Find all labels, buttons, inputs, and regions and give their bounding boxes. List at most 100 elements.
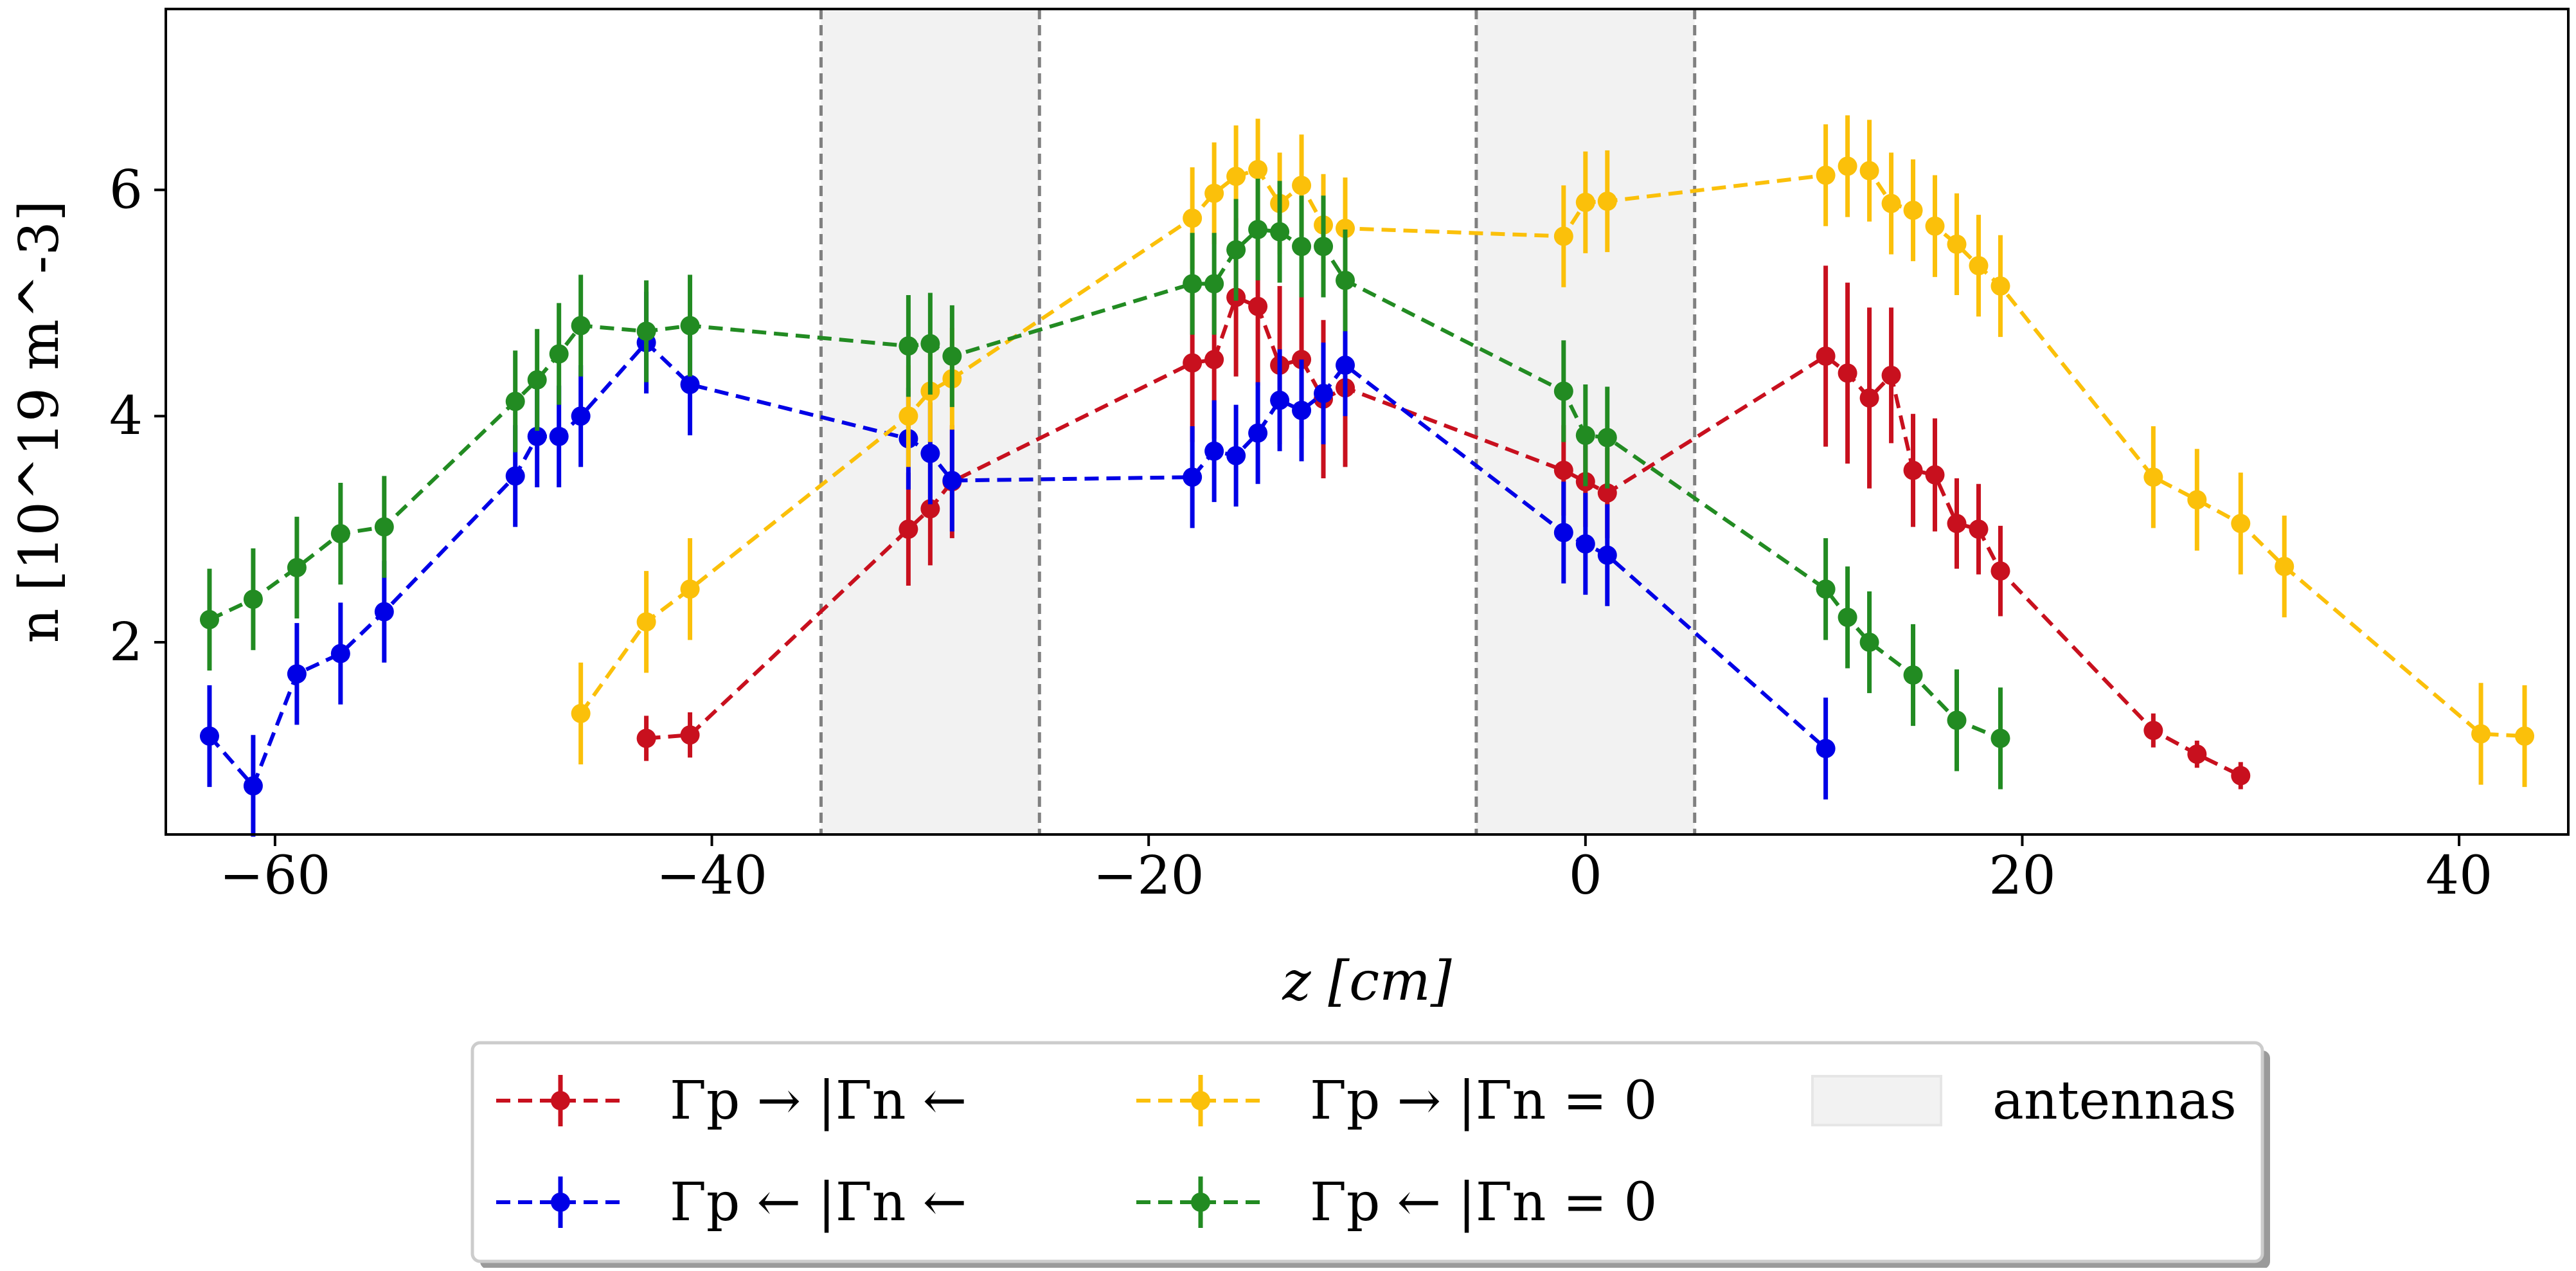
data-point bbox=[920, 334, 940, 354]
y-tick-label: 6 bbox=[109, 159, 143, 221]
data-point bbox=[1226, 240, 1246, 260]
data-point bbox=[1816, 579, 1836, 599]
data-point bbox=[1204, 441, 1224, 461]
x-tick-label: 40 bbox=[2426, 845, 2492, 906]
data-point bbox=[1248, 423, 1268, 443]
data-point bbox=[680, 725, 700, 745]
data-point bbox=[1248, 159, 1268, 179]
x-tick-label: 0 bbox=[1569, 845, 1602, 906]
data-point bbox=[1859, 161, 1879, 181]
series-2 bbox=[199, 291, 1836, 837]
data-point bbox=[330, 644, 350, 663]
data-point bbox=[549, 344, 569, 364]
series-4 bbox=[199, 178, 2010, 789]
data-point bbox=[1553, 381, 1573, 401]
data-point bbox=[571, 406, 591, 426]
data-point bbox=[1838, 363, 1857, 383]
data-point bbox=[1183, 353, 1203, 373]
plot-frame bbox=[165, 8, 2570, 836]
data-point bbox=[1947, 514, 1967, 534]
data-point bbox=[636, 728, 656, 748]
legend-label: Γp ← |Γn ← bbox=[670, 1172, 967, 1233]
data-point bbox=[1553, 523, 1573, 543]
legend-marker bbox=[1191, 1193, 1210, 1212]
data-point bbox=[1838, 608, 1857, 627]
data-point bbox=[1881, 194, 1901, 213]
data-point bbox=[942, 346, 962, 366]
x-tick-label: −60 bbox=[219, 845, 330, 906]
legend-label: Γp ← |Γn = 0 bbox=[1310, 1172, 1658, 1233]
data-point bbox=[680, 374, 700, 394]
data-point bbox=[1990, 276, 2010, 296]
data-series bbox=[199, 115, 2535, 837]
data-point bbox=[287, 557, 307, 577]
data-point bbox=[1204, 350, 1224, 370]
data-point bbox=[243, 590, 263, 609]
data-point bbox=[1990, 728, 2010, 748]
data-point bbox=[680, 316, 700, 336]
data-point bbox=[1553, 460, 1573, 480]
y-tick-label: 4 bbox=[109, 386, 143, 447]
series-line bbox=[579, 164, 2525, 738]
data-point bbox=[1314, 384, 1334, 404]
data-point bbox=[1597, 428, 1617, 447]
data-point bbox=[287, 664, 307, 684]
data-point bbox=[1292, 401, 1312, 420]
antenna-boundaries bbox=[819, 9, 1697, 834]
data-point bbox=[1838, 156, 1857, 176]
data-point bbox=[1990, 561, 2010, 581]
data-point bbox=[571, 316, 591, 336]
data-point bbox=[1947, 710, 1967, 730]
data-point bbox=[2231, 514, 2251, 534]
y-tick-label: 2 bbox=[109, 612, 143, 673]
data-point bbox=[680, 579, 700, 599]
data-point bbox=[243, 776, 263, 796]
data-point bbox=[1270, 390, 1290, 410]
legend-item: Γp → |Γn = 0 bbox=[1136, 1070, 1658, 1131]
legend-item: Γp ← |Γn = 0 bbox=[1136, 1172, 1658, 1233]
data-point bbox=[1183, 274, 1203, 294]
data-point bbox=[1925, 216, 1945, 236]
x-tick-label: −40 bbox=[656, 845, 767, 906]
data-point bbox=[1903, 201, 1923, 221]
data-point bbox=[1903, 665, 1923, 685]
data-point bbox=[636, 321, 656, 341]
data-point bbox=[636, 612, 656, 632]
data-point bbox=[1881, 365, 1901, 385]
data-point bbox=[374, 517, 394, 537]
data-point bbox=[527, 426, 547, 446]
series-line bbox=[208, 227, 2001, 741]
data-point bbox=[1314, 237, 1334, 257]
data-point bbox=[920, 444, 940, 464]
data-point bbox=[1816, 739, 1836, 759]
data-point bbox=[1183, 208, 1203, 228]
data-point bbox=[899, 406, 918, 426]
legend-swatch bbox=[1811, 1075, 1942, 1126]
data-point bbox=[2187, 490, 2207, 510]
data-point bbox=[1903, 460, 1923, 480]
data-point bbox=[1204, 183, 1224, 203]
data-point bbox=[199, 726, 219, 746]
data-point bbox=[899, 519, 918, 539]
data-point bbox=[1816, 165, 1836, 185]
data-point bbox=[1226, 167, 1246, 186]
data-point bbox=[1336, 356, 1355, 375]
legend-label: Γp → |Γn ← bbox=[670, 1070, 967, 1131]
data-point bbox=[2275, 557, 2294, 577]
data-point bbox=[1859, 388, 1879, 408]
legend-label: Γp → |Γn = 0 bbox=[1310, 1070, 1658, 1131]
data-point bbox=[899, 336, 918, 356]
y-axis-label: n [10^19 m^-3] bbox=[8, 200, 71, 643]
data-point bbox=[571, 703, 591, 723]
legend-marker bbox=[551, 1091, 570, 1110]
x-tick-label: 20 bbox=[1989, 845, 2055, 906]
data-point bbox=[1336, 271, 1355, 291]
data-point bbox=[374, 602, 394, 622]
data-point bbox=[1597, 483, 1617, 503]
data-point bbox=[1336, 219, 1355, 239]
data-point bbox=[1859, 632, 1879, 652]
data-point bbox=[527, 370, 547, 390]
series-line bbox=[646, 294, 2242, 778]
data-point bbox=[1183, 467, 1203, 487]
